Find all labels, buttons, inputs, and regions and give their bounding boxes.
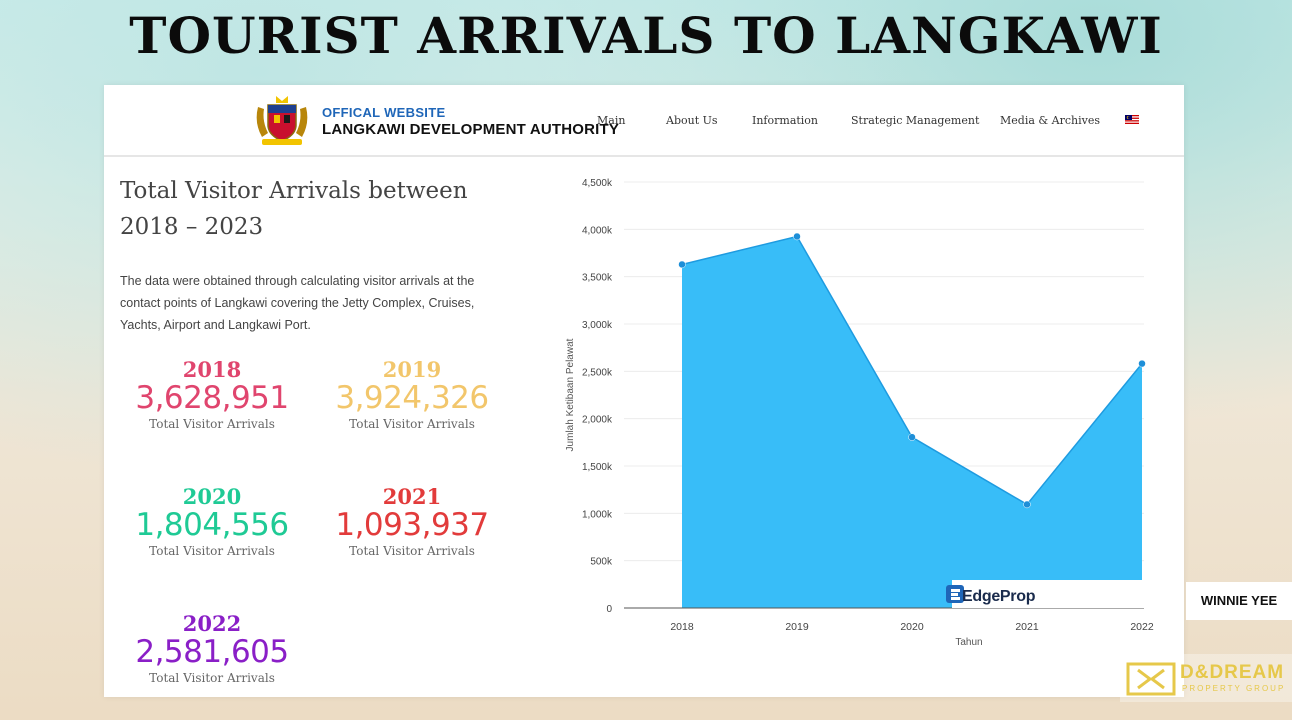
stat-caption: Total Visitor Arrivals [149,544,275,558]
stat-year: 2022 [182,611,242,636]
stat-caption: Total Visitor Arrivals [349,417,475,431]
data-point [1023,500,1031,509]
edgeprop-logo-icon [946,585,964,603]
stat-year: 2019 [382,357,442,382]
y-tick-label: 4,000k [582,225,613,236]
brand-subtitle: PROPERTY GROUP [1182,684,1286,693]
data-point [678,260,686,269]
brand-logo: D&DREAM PROPERTY GROUP [1120,654,1292,702]
x-tick-label: 2018 [670,621,694,633]
x-tick-label: 2021 [1015,621,1039,633]
data-point [793,232,801,241]
site-name[interactable]: OFFICAL WEBSITE LANGKAWI DEVELOPMENT AUT… [322,105,619,138]
stat-year: 2018 [182,357,242,382]
y-tick-label: 1,500k [582,462,613,473]
section-description: The data were obtained through calculati… [120,274,475,332]
edgeprop-watermark: EdgeProp [946,580,1144,608]
nav-information[interactable]: Information [752,114,819,127]
stat-caption: Total Visitor Arrivals [149,417,275,431]
y-axis-title: Jumlah Ketibaan Pelawat [565,338,576,451]
stat-2018: 2018 3,628,951 Total Visitor Arrivals [112,357,312,431]
x-tick-label: 2020 [900,621,924,633]
headline: TOURIST ARRIVALS TO LANGKAWI [129,6,1163,65]
malaysia-flag-icon[interactable] [1125,115,1139,124]
y-tick-label: 500k [590,557,613,568]
x-tick-label: 2022 [1130,621,1154,633]
section-title: Total Visitor Arrivals between 2018 – 20… [120,178,468,240]
visitor-arrivals-chart: 0 500k 1,000k 1,500k 2,000k 2,500k 3,000k 3,500… [565,178,1154,648]
stat-year: 2021 [382,484,442,509]
stat-2019: 2019 3,924,326 Total Visitor Arrivals [312,357,512,431]
y-tick-label: 3,000k [582,320,613,331]
nav-main[interactable]: Main [597,114,626,127]
stat-value: 3,628,951 [135,380,289,416]
data-point [908,433,916,441]
coat-of-arms-icon[interactable] [250,93,314,147]
edgeprop-text: EdgeProp [962,588,1036,605]
brand-name: D&DREAM [1180,662,1285,683]
stat-caption: Total Visitor Arrivals [349,544,475,558]
y-tick-label: 1,000k [582,509,613,520]
site-name-line1: OFFICAL WEBSITE [322,105,446,120]
y-tick-label: 2,000k [582,415,613,426]
nav-about-us[interactable]: About Us [666,114,718,127]
y-tick-label: 0 [606,604,612,615]
stat-value: 3,924,326 [335,380,489,416]
dream-logo-icon [1126,662,1176,696]
credit-label: WINNIE YEE [1186,582,1292,620]
nav-strategic-management[interactable]: Strategic Management [851,114,980,127]
stat-2020: 2020 1,804,556 Total Visitor Arrivals [112,484,312,558]
data-point [1138,359,1146,368]
stat-value: 2,581,605 [135,634,289,670]
site-name-line2: LANGKAWI DEVELOPMENT AUTHORITY [322,121,620,138]
stat-2021: 2021 1,093,937 Total Visitor Arrivals [312,484,512,558]
stat-year: 2020 [182,484,242,509]
nav-media-archives[interactable]: Media & Archives [1000,114,1101,127]
site-navbar: OFFICAL WEBSITE LANGKAWI DEVELOPMENT AUT… [104,85,1184,157]
y-tick-label: 2,500k [582,367,613,378]
website-panel: OFFICAL WEBSITE LANGKAWI DEVELOPMENT AUT… [104,85,1184,697]
x-axis-title: Tahun [955,637,982,648]
stat-2022: 2022 2,581,605 Total Visitor Arrivals [112,611,312,685]
stat-value: 1,093,937 [335,507,489,543]
stat-value: 1,804,556 [135,507,289,543]
y-tick-label: 4,500k [582,178,613,189]
stat-caption: Total Visitor Arrivals [149,671,275,685]
area-series [682,236,1142,608]
y-tick-label: 3,500k [582,273,613,284]
x-tick-label: 2019 [785,621,809,633]
